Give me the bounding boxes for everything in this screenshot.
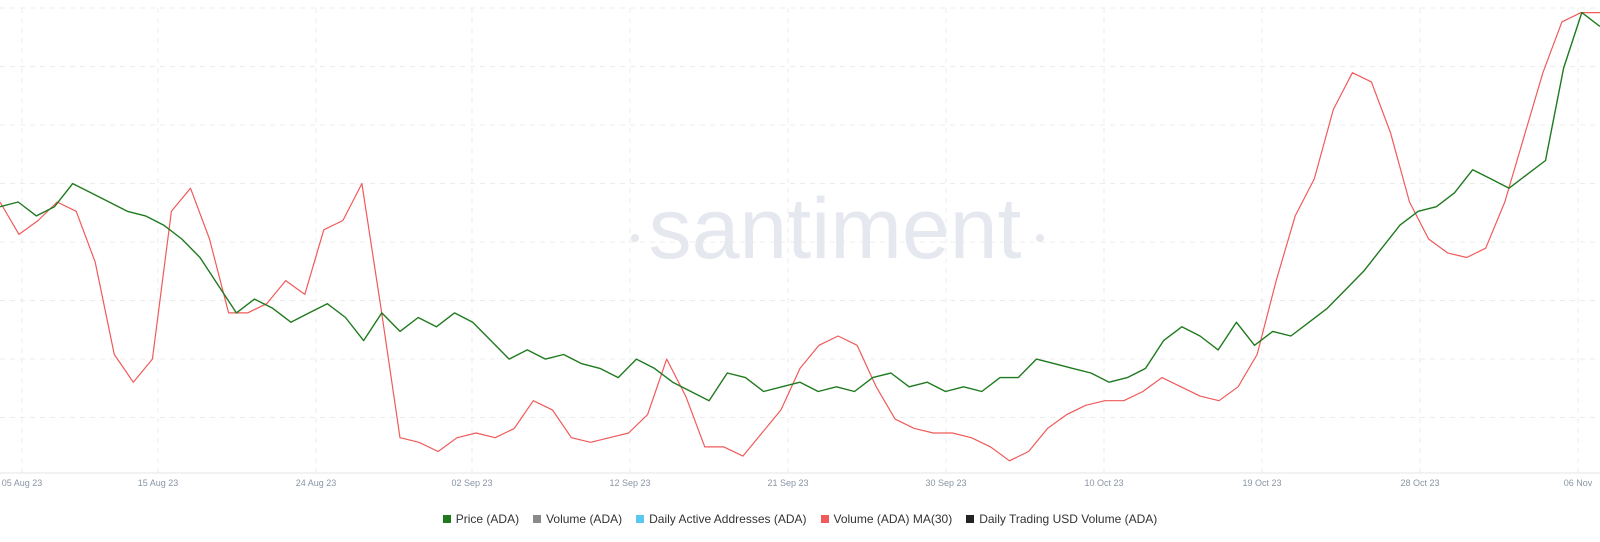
legend-label-daily-trading-usd-volume: Daily Trading USD Volume (ADA) <box>979 512 1158 526</box>
legend-item-price[interactable]: Price (ADA) <box>442 512 520 526</box>
watermark-dot-right <box>1036 234 1044 242</box>
legend-swatch-volume-ma30 <box>820 515 829 523</box>
legend-label-price: Price (ADA) <box>455 512 520 526</box>
legend-swatch-daily-trading-usd-volume <box>966 515 975 523</box>
x-tick-label: 06 Nov <box>1564 478 1593 488</box>
x-axis: 05 Aug 23 15 Aug 23 24 Aug 23 02 Sep 23 12 S… <box>2 478 1593 488</box>
watermark-dot-left <box>631 234 639 242</box>
legend-item-volume[interactable]: Volume (ADA) <box>533 512 622 526</box>
legend-label-volume-ma30: Volume (ADA) MA(30) <box>833 512 953 526</box>
x-tick-label: 19 Oct 23 <box>1242 478 1281 488</box>
legend: Price (ADA) Volume (ADA) Daily Active Ad… <box>0 512 1600 526</box>
x-tick-label: 12 Sep 23 <box>609 478 650 488</box>
legend-item-volume-ma30[interactable]: Volume (ADA) MA(30) <box>820 512 953 526</box>
x-tick-label: 28 Oct 23 <box>1400 478 1439 488</box>
gridlines <box>0 7 1600 474</box>
x-tick-label: 24 Aug 23 <box>296 478 337 488</box>
legend-item-daily-trading-usd-volume[interactable]: Daily Trading USD Volume (ADA) <box>966 512 1157 526</box>
x-tick-label: 10 Oct 23 <box>1084 478 1123 488</box>
series-line-volume-ma30 <box>0 12 1600 462</box>
series-group <box>0 11 1600 462</box>
legend-label-daily-active-addresses: Daily Active Addresses (ADA) <box>649 512 807 526</box>
legend-item-daily-active-addresses[interactable]: Daily Active Addresses (ADA) <box>636 512 807 526</box>
legend-swatch-price <box>442 515 451 523</box>
x-tick-label: 15 Aug 23 <box>138 478 179 488</box>
legend-label-volume: Volume (ADA) <box>546 512 623 526</box>
x-tick-label: 30 Sep 23 <box>925 478 966 488</box>
legend-swatch-volume <box>533 515 542 523</box>
x-tick-label: 05 Aug 23 <box>2 478 43 488</box>
legend-swatch-daily-active-addresses <box>636 515 645 523</box>
x-tick-label: 02 Sep 23 <box>451 478 492 488</box>
series-line-price <box>0 11 1600 402</box>
chart-canvas: santiment 05 Aug 23 15 Aug 23 24 Aug 23 02 … <box>0 7 1600 488</box>
x-tick-label: 21 Sep 23 <box>767 478 808 488</box>
watermark: santiment <box>649 181 1022 277</box>
